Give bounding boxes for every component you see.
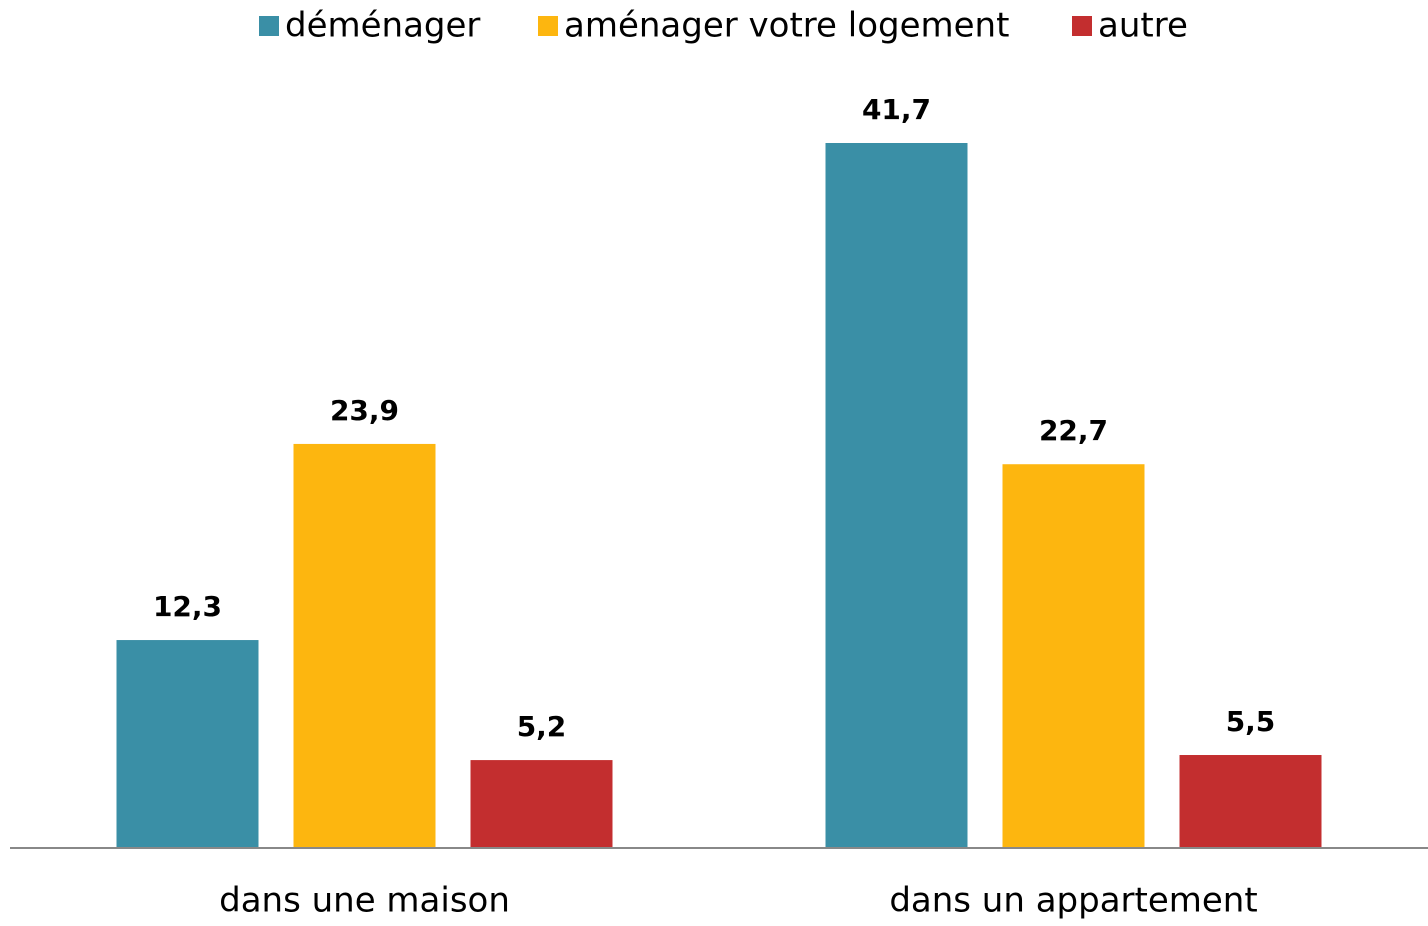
legend-label: autre: [1098, 6, 1188, 46]
value-label: 41,7: [862, 93, 931, 126]
value-label: 22,7: [1039, 414, 1108, 447]
x-tick-label: dans une maison: [219, 881, 510, 921]
legend-swatch: [259, 16, 279, 36]
legend-swatch: [538, 16, 558, 36]
bar: [470, 760, 613, 848]
legend-swatch: [1072, 16, 1092, 36]
value-label: 5,5: [1226, 705, 1276, 738]
value-label: 5,2: [517, 710, 567, 743]
bar: [1179, 755, 1322, 848]
x-tick-label: dans un appartement: [889, 881, 1257, 921]
value-label: 23,9: [330, 394, 399, 427]
legend-label: déménager: [285, 6, 480, 46]
bar: [293, 443, 436, 848]
bar: [1002, 464, 1145, 848]
bar: [825, 143, 968, 848]
legend-label: aménager votre logement: [564, 6, 1009, 46]
value-label: 12,3: [153, 590, 222, 623]
bar: [116, 640, 259, 848]
